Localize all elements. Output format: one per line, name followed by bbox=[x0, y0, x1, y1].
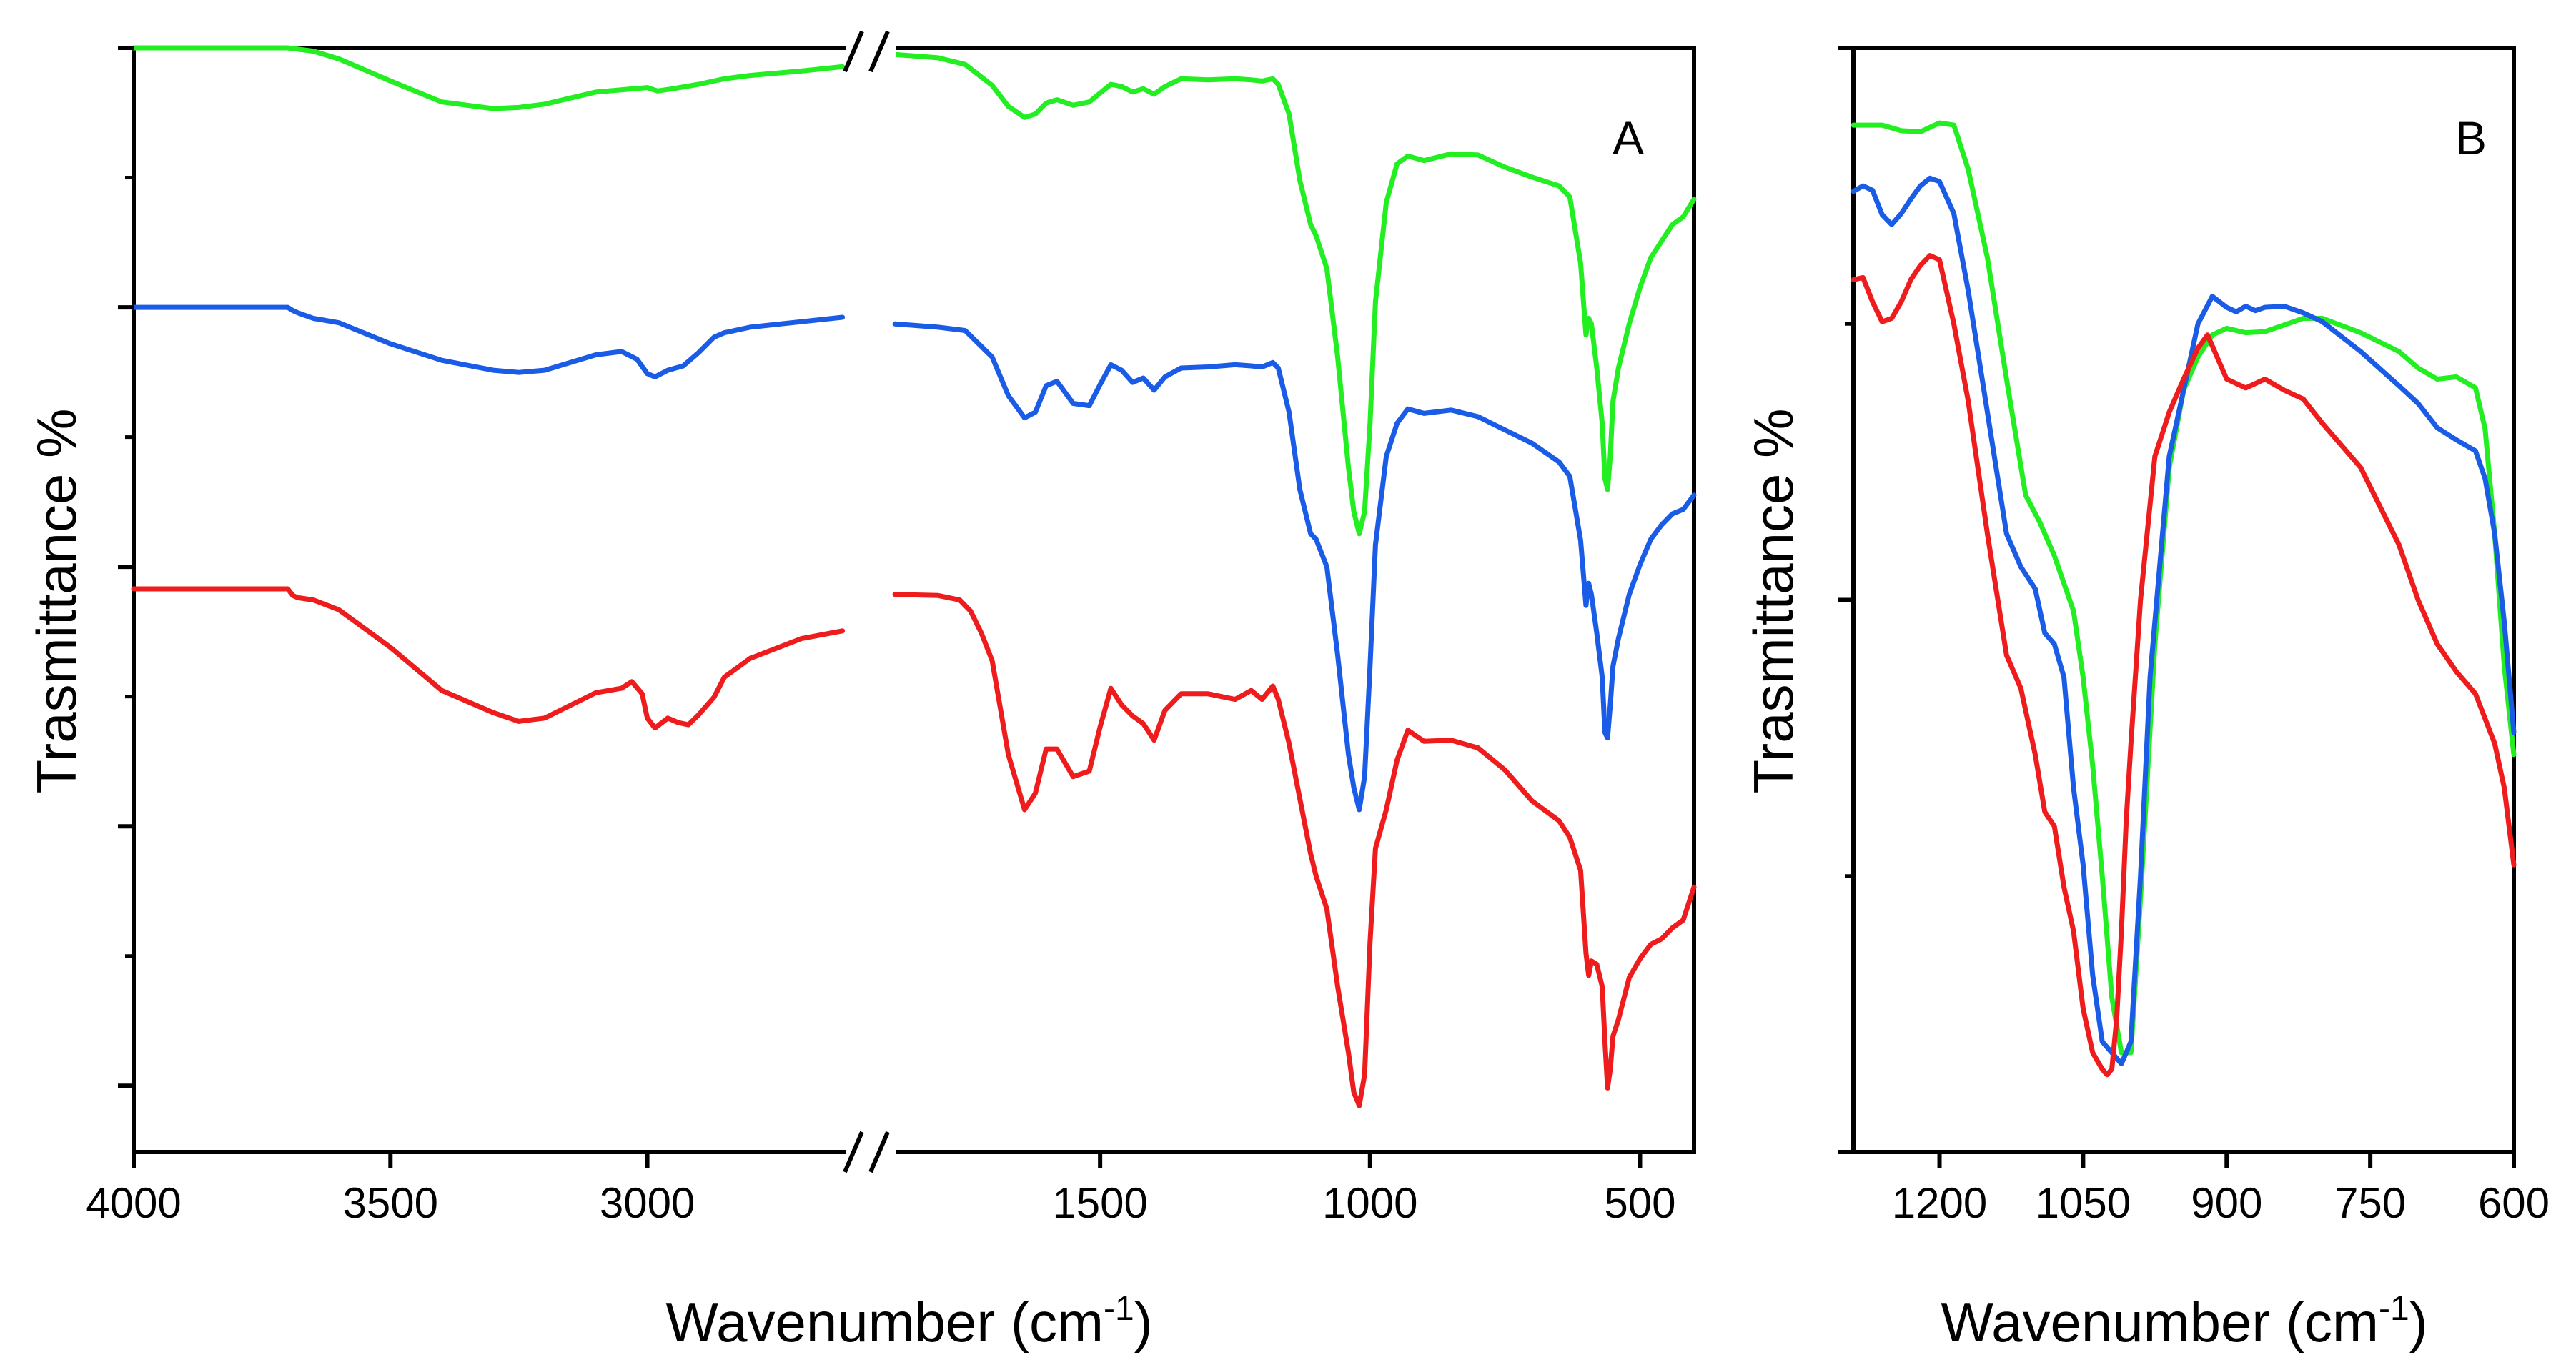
series-line-blue-seg2 bbox=[892, 321, 1697, 813]
x-tick-label-1500: 1500 bbox=[1052, 1179, 1147, 1227]
panel-a-y-axis-title: Trasmittance % bbox=[25, 409, 88, 794]
series-line-red-seg2 bbox=[892, 592, 1697, 1108]
series-line-green-seg1 bbox=[131, 45, 846, 111]
x-tick-label-3000: 3000 bbox=[600, 1179, 695, 1227]
panel-a: 4000 3500 3000 1500 1000 500 A Trasmittance %… bbox=[25, 30, 1697, 1354]
series-line-green-seg2 bbox=[892, 51, 1697, 537]
x-tick-label-500: 500 bbox=[1604, 1179, 1675, 1227]
panel-b-label: B bbox=[2455, 111, 2487, 164]
series-line-blue bbox=[1851, 175, 2517, 1066]
panel-a-y-ticks bbox=[118, 46, 134, 1088]
panel-a-x-ticks: 4000 3500 3000 1500 1000 500 bbox=[86, 1152, 1676, 1227]
panel-a-frame bbox=[132, 46, 1696, 1154]
axis-break-top bbox=[843, 30, 896, 73]
x-tick-label-600: 600 bbox=[2478, 1179, 2550, 1227]
panel-a-series-group bbox=[131, 45, 1697, 1108]
x-tick-label-1050: 1050 bbox=[2036, 1179, 2131, 1227]
x-tick-label-1000: 1000 bbox=[1322, 1179, 1417, 1227]
series-line-red-seg1 bbox=[131, 586, 846, 731]
panel-a-label: A bbox=[1613, 111, 1644, 164]
axis-break-bottom bbox=[843, 1131, 896, 1173]
x-tick-label-1200: 1200 bbox=[1892, 1179, 1987, 1227]
panel-b-x-ticks: 1200 1050 900 750 600 bbox=[1892, 1152, 2550, 1227]
panel-a-x-axis-title: Wavenumber (cm-1) bbox=[665, 1290, 1152, 1354]
series-line-red bbox=[1851, 253, 2517, 1078]
series-line-blue-seg1 bbox=[131, 304, 846, 379]
panel-b-x-axis-title: Wavenumber (cm-1) bbox=[1941, 1290, 2427, 1354]
x-tick-label-750: 750 bbox=[2334, 1179, 2406, 1227]
panel-b: 1200 1050 900 750 600 B Trasmittance % Waven… bbox=[1742, 46, 2550, 1354]
x-tick-label-3500: 3500 bbox=[343, 1179, 438, 1227]
panel-b-y-ticks bbox=[1838, 46, 1853, 1154]
x-tick-label-900: 900 bbox=[2191, 1179, 2262, 1227]
panel-b-series-group bbox=[1851, 120, 2517, 1078]
x-tick-label-4000: 4000 bbox=[86, 1179, 181, 1227]
panel-b-y-axis-title: Trasmittance % bbox=[1742, 409, 1805, 794]
